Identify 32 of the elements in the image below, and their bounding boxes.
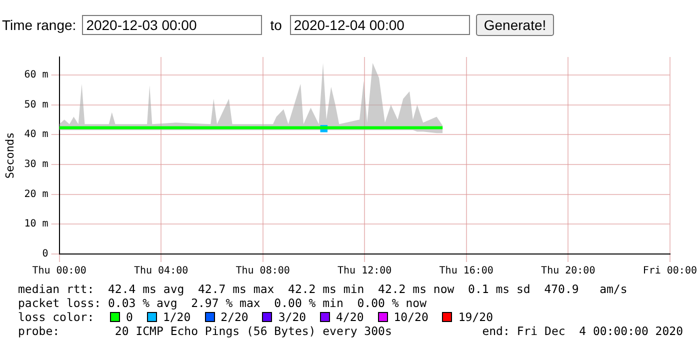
legend-title: loss color:: [18, 310, 96, 324]
text: 2020-12-04 00:00: [290, 15, 470, 35]
text: 2020-12-03 00:00: [82, 15, 262, 35]
y-tick-label: 0: [42, 248, 48, 260]
text: probe: 20 ICMP Echo Pings (56 Bytes) every 300s: [18, 324, 392, 338]
y-axis-title: Seconds: [3, 132, 16, 179]
y-tick-label: 30 m: [24, 159, 48, 170]
y-tick-label: 10 m: [24, 218, 48, 230]
legend-label: 19/20: [458, 310, 493, 324]
text: median rtt: 42.4 ms avg 42.7 ms max 42.2 ms min 42.2 ms now 0.1 ms sd 470.9 am/s: [18, 282, 628, 296]
x-tick-label: Thu 04:00: [134, 266, 188, 277]
y-tick-label: 20 m: [24, 188, 48, 200]
x-tick-label: Fri 00:00: [642, 266, 697, 277]
text: to: [270, 17, 282, 33]
text: Time range:: [2, 17, 76, 33]
x-tick-label: Thu 08:00: [236, 266, 290, 277]
legend-label: 0: [126, 310, 133, 324]
legend-label: 1/20: [162, 310, 191, 324]
x-tick-label: Thu 00:00: [32, 266, 86, 277]
x-tick-label: Thu 12:00: [338, 266, 392, 277]
y-tick-label: 60 m: [24, 70, 48, 81]
legend-label: 4/20: [336, 310, 364, 324]
y-tick-label: 50 m: [24, 99, 48, 110]
text: Generate!: [476, 14, 554, 36]
legend-label: 3/20: [278, 310, 306, 324]
x-tick-label: Thu 16:00: [439, 266, 494, 277]
legend-label: 10/20: [394, 310, 428, 324]
x-tick-label: Thu 20:00: [541, 266, 596, 277]
y-tick-label: 40 m: [24, 129, 48, 140]
text: end: Fri Dec 4 00:00:00 2020: [482, 324, 683, 338]
text: packet loss: 0.03 % avg 2.97 % max 0.00 % min 0.00 % now: [18, 296, 428, 310]
legend-label: 2/20: [220, 310, 248, 324]
